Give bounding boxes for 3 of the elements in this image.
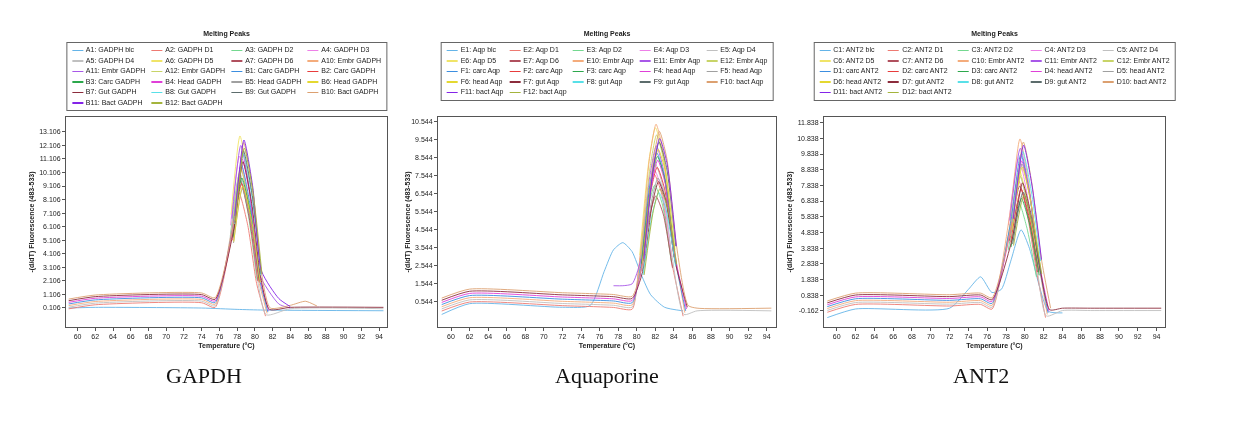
text: Aquaporine <box>555 363 659 388</box>
text: ANT2 <box>953 363 1010 388</box>
text: GAPDH <box>166 363 242 388</box>
